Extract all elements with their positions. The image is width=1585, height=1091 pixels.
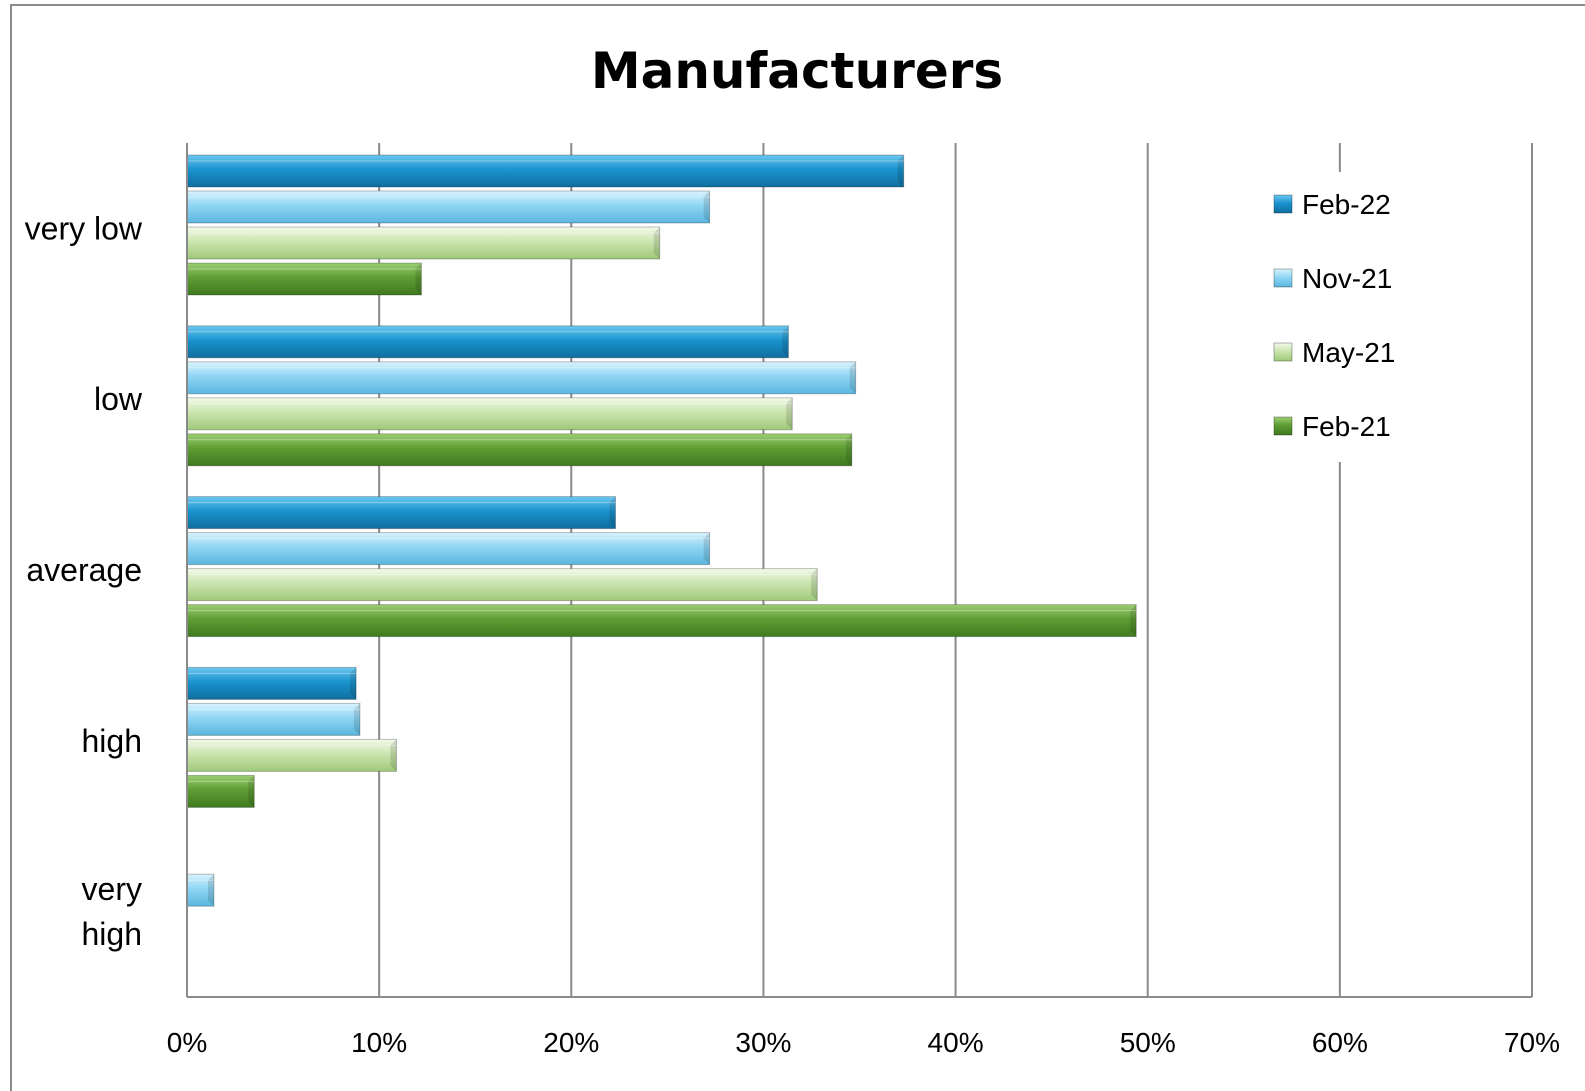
- bar-end-bevel: [609, 496, 616, 529]
- bars-group: [186, 154, 1137, 907]
- legend-swatch: [1273, 194, 1293, 214]
- bar: [186, 873, 215, 907]
- legend-label: Nov-21: [1302, 263, 1392, 294]
- bar: [186, 226, 661, 260]
- bar-end-bevel: [811, 568, 818, 601]
- bar-end-bevel: [350, 667, 357, 700]
- legend-box: [1262, 172, 1422, 462]
- bar: [186, 532, 711, 566]
- bar: [186, 262, 422, 296]
- category-label: high: [82, 916, 143, 952]
- bar: [186, 154, 905, 188]
- bar-end-bevel: [653, 227, 660, 259]
- legend-label: Feb-21: [1302, 411, 1391, 442]
- bar-end-bevel: [353, 703, 360, 736]
- legend: Feb-22 Nov-21 May-21 Feb-21: [1262, 172, 1422, 462]
- bar: [186, 604, 1137, 638]
- x-tick-label: 40%: [928, 1027, 984, 1058]
- legend-swatch: [1273, 342, 1293, 362]
- legend-label: May-21: [1302, 337, 1395, 368]
- category-label: low: [94, 381, 143, 417]
- bar: [186, 496, 616, 530]
- x-tick-label: 30%: [735, 1027, 791, 1058]
- category-label: average: [26, 552, 142, 588]
- category-label: very low: [25, 210, 143, 246]
- bar: [186, 361, 857, 395]
- axis-group: 0% 10% 20% 30% 40% 50% 60% 70% very low low averag…: [25, 143, 1560, 1058]
- bar-end-bevel: [1130, 604, 1137, 637]
- bar: [186, 666, 357, 700]
- legend-swatch: [1273, 416, 1293, 436]
- x-tick-label: 0%: [167, 1027, 207, 1058]
- legend-label: Feb-22: [1302, 189, 1391, 220]
- bar: [186, 774, 255, 808]
- bar-end-bevel: [703, 532, 710, 565]
- x-tick-label: 10%: [351, 1027, 407, 1058]
- bar-end-bevel: [845, 433, 852, 466]
- bar: [186, 190, 711, 224]
- x-tick-label: 70%: [1504, 1027, 1560, 1058]
- bar: [186, 568, 818, 602]
- bar-end-bevel: [782, 325, 789, 358]
- bar-end-bevel: [703, 191, 710, 223]
- bar: [186, 738, 397, 772]
- bar: [186, 702, 361, 736]
- chart-title: Manufacturers: [591, 42, 1003, 100]
- x-tick-label: 60%: [1312, 1027, 1368, 1058]
- bar-end-bevel: [786, 397, 793, 430]
- x-tick-label: 20%: [543, 1027, 599, 1058]
- bar: [186, 325, 789, 359]
- category-label: very: [82, 871, 142, 907]
- bar: [186, 433, 853, 467]
- legend-swatch: [1273, 268, 1293, 288]
- category-label: high: [82, 723, 143, 759]
- bar-end-bevel: [849, 361, 856, 394]
- bar-end-bevel: [207, 874, 214, 907]
- bar-end-bevel: [248, 775, 255, 808]
- bar: [186, 397, 793, 431]
- bar-end-bevel: [390, 739, 397, 772]
- x-tick-label: 50%: [1120, 1027, 1176, 1058]
- bar-end-bevel: [897, 155, 904, 187]
- bar-end-bevel: [415, 263, 422, 295]
